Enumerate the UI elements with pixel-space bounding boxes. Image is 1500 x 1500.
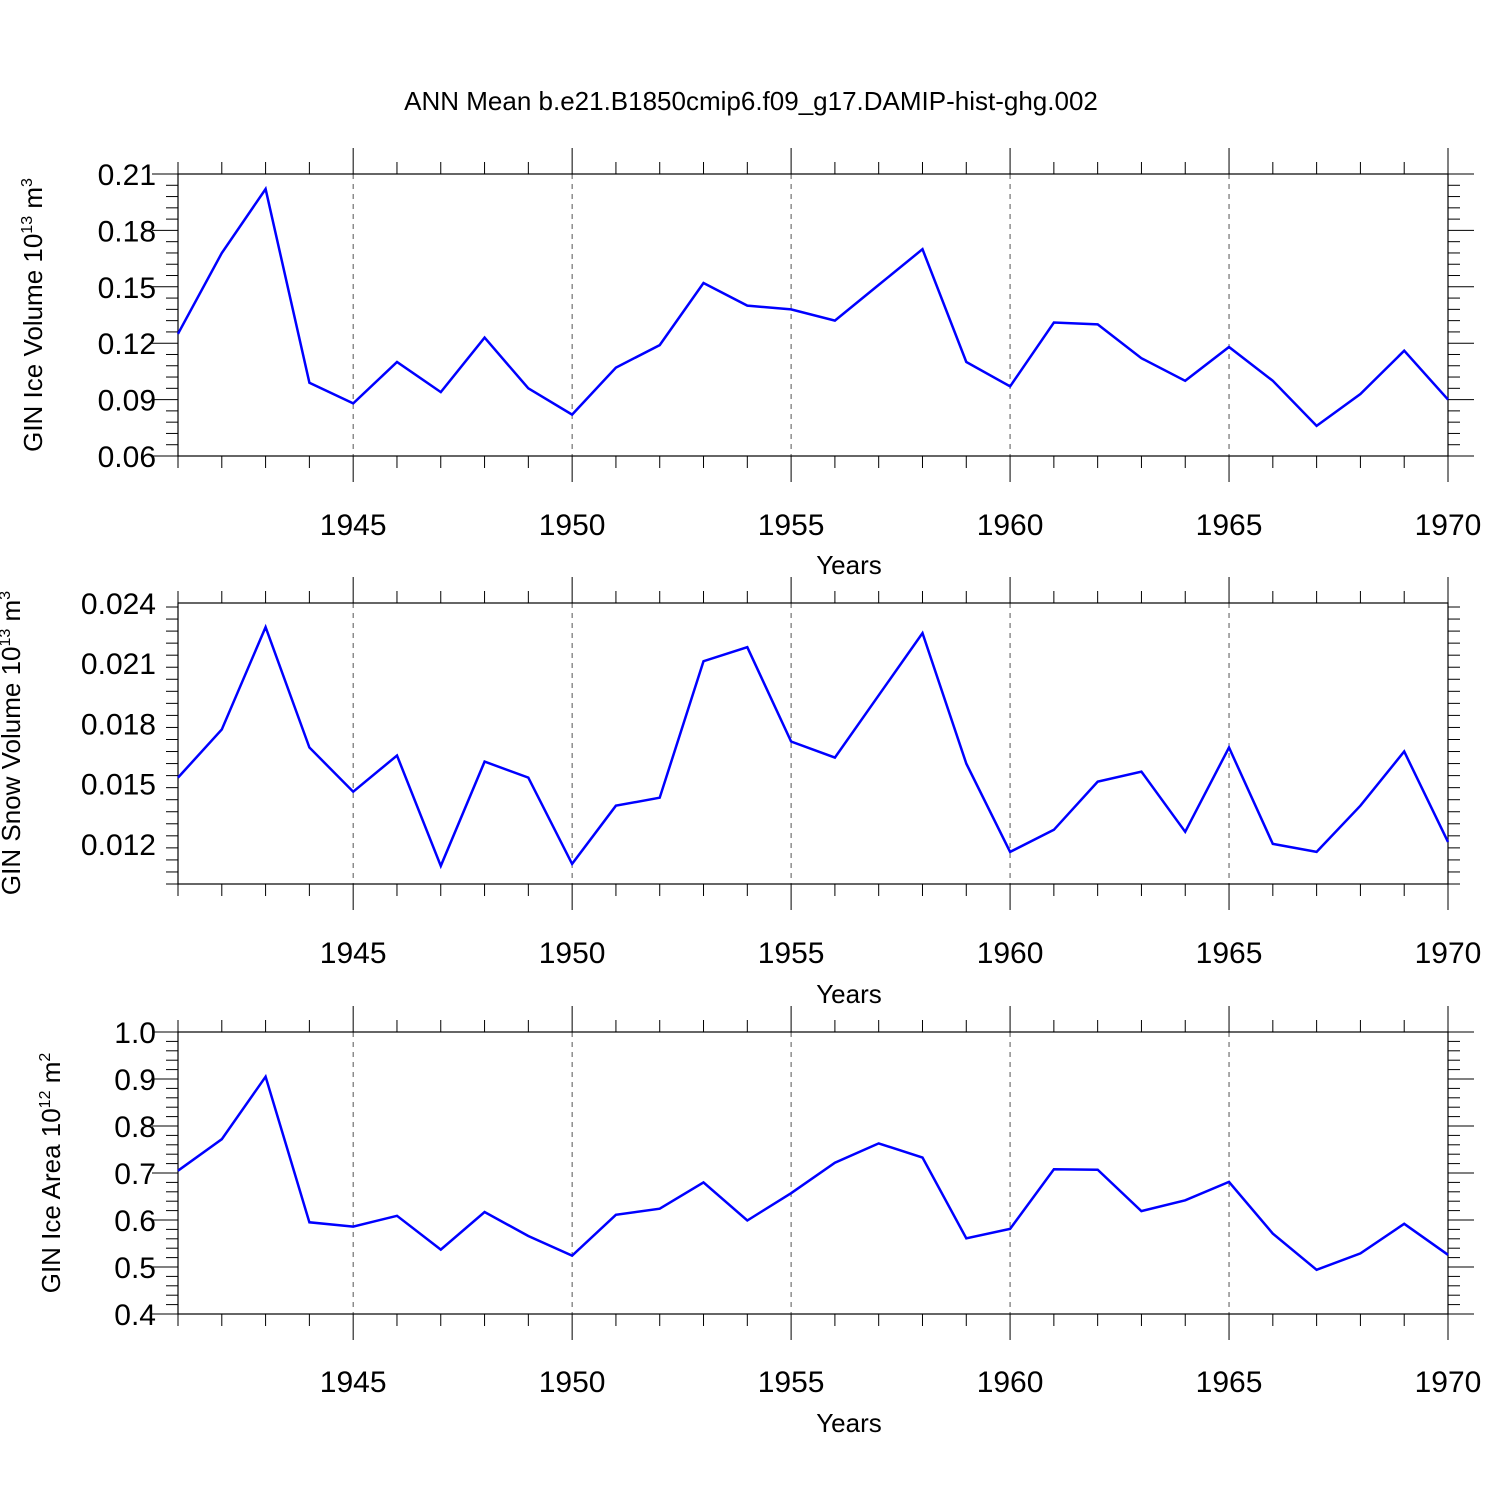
series-line [177,1073,1449,1272]
y-tick-label: 0.7 [114,1158,156,1191]
x-axis-title: Years [816,979,882,1009]
x-tick-label: 1945 [320,937,387,970]
panel-2: 0.012 0.015 0.018 0.021 0.024 1945 1950 1955 196… [0,577,1481,1009]
x-tick-label: 1950 [539,1366,606,1399]
x-tick-label: 1960 [977,509,1044,542]
panel-3: 0.4 0.5 0.6 0.7 0.8 0.9 1.0 1945 1950 1955 1960 196… [36,1006,1481,1438]
y-tick-label: 0.18 [98,215,156,248]
x-tick-label: 1965 [1196,509,1263,542]
x-tick-label: 1950 [539,509,606,542]
x-tick-label: 1965 [1196,1366,1263,1399]
y-tick-label: 0.012 [81,829,156,862]
y-axis-title: GIN Ice Volume 1013 m3 [18,178,48,452]
y-axis-title-unit-exponent: 3 [19,178,36,187]
panel-1: 0.06 0.09 0.12 0.15 0.18 0.21 1945 1950 1955 1960… [18,148,1481,580]
y-axis-title: GIN Ice Area 1012 m2 [36,1053,66,1294]
plot-frame [177,1031,1449,1315]
x-tick-label: 1970 [1415,509,1482,542]
y-tick-label: 0.015 [81,769,156,802]
x-axis-title: Years [816,1408,882,1438]
y-axis-title-exponent: 13 [0,629,14,647]
x-tick-label: 1970 [1415,937,1482,970]
y-tick-label: 0.21 [98,159,156,192]
y-tick-label: 0.9 [114,1064,156,1097]
y-tick-label: 0.018 [81,708,156,741]
x-tick-label: 1945 [320,1366,387,1399]
x-tick-label: 1970 [1415,1366,1482,1399]
figure-title: ANN Mean b.e21.B1850cmip6.f09_g17.DAMIP-… [404,86,1098,116]
x-axis-title: Years [816,550,882,580]
y-tick-label: 0.12 [98,328,156,361]
y-tick-label: 0.09 [98,385,156,418]
x-tick-label: 1960 [977,937,1044,970]
plot-frame [177,602,1449,885]
y-axis-title-unit-exponent: 2 [37,1053,54,1062]
y-axis-title-unit: m [0,600,26,629]
y-axis-title-main: GIN Ice Volume 10 [18,234,48,452]
y-axis-title-unit-exponent: 3 [0,591,14,600]
y-axis-title-main: GIN Ice Area 10 [36,1108,66,1293]
x-tick-label: 1950 [539,937,606,970]
y-tick-label: 0.06 [98,441,156,474]
y-tick-label: 0.024 [81,588,156,621]
plot-frame [177,173,1449,457]
y-tick-label: 1.0 [114,1017,156,1050]
y-tick-label: 0.6 [114,1205,156,1238]
y-axis-title-main: GIN Snow Volume 10 [0,647,26,896]
y-tick-label: 0.15 [98,272,156,305]
x-tick-label: 1965 [1196,937,1263,970]
series-line [177,623,1450,870]
y-tick-label: 0.021 [81,648,156,681]
x-tick-label: 1955 [758,937,825,970]
y-axis-title-exponent: 12 [37,1090,54,1108]
y-axis-title-exponent: 13 [19,216,36,234]
x-tick-label: 1960 [977,1366,1044,1399]
y-axis-title-unit: m [36,1062,66,1091]
y-axis-title: GIN Snow Volume 1013 m3 [0,591,26,895]
series-line [176,185,1449,428]
x-tick-label: 1955 [758,509,825,542]
x-tick-label: 1945 [320,509,387,542]
x-tick-label: 1955 [758,1366,825,1399]
y-tick-label: 0.5 [114,1252,156,1285]
y-axis-title-unit: m [18,187,48,216]
y-tick-label: 0.8 [114,1111,156,1144]
y-tick-label: 0.4 [114,1299,156,1332]
